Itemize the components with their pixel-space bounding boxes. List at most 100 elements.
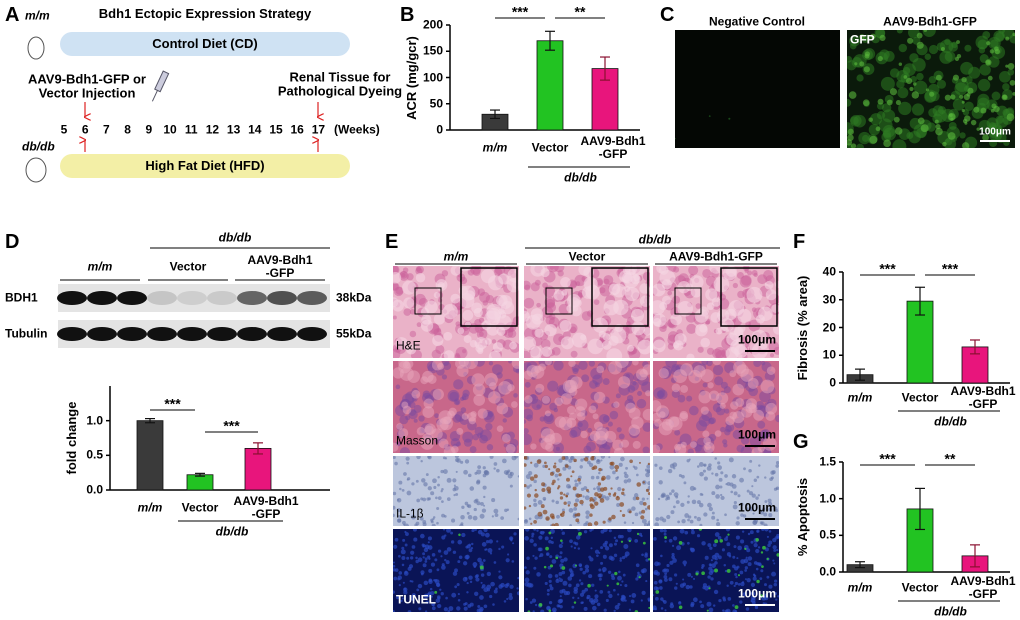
tissue-spot xyxy=(605,496,610,501)
tissue-spot xyxy=(421,433,434,445)
panel-label: F xyxy=(793,231,806,253)
error-bar xyxy=(195,472,205,477)
tissue-spot xyxy=(422,552,426,556)
x-tick-label: AAV9-Bdh1 -GFP xyxy=(580,133,646,161)
tissue-spot xyxy=(961,108,965,113)
inset xyxy=(591,267,649,327)
tissue-spot xyxy=(411,389,421,399)
tissue-spot xyxy=(614,571,618,576)
tissue-spot xyxy=(398,583,401,587)
tissue-spot xyxy=(911,103,925,116)
blot-band xyxy=(57,327,87,341)
tissue-spot xyxy=(462,309,474,321)
tissue-spot xyxy=(533,462,539,468)
tissue-spot xyxy=(524,536,529,541)
tissue-spot xyxy=(403,308,412,316)
tissue-spot xyxy=(473,591,479,597)
tissue-spot xyxy=(613,536,617,540)
tissue-spot xyxy=(554,522,559,526)
tissue-spot xyxy=(1006,113,1015,122)
tissue-spot xyxy=(766,575,770,579)
tissue-spot xyxy=(524,519,529,524)
tissue-spot xyxy=(954,56,960,61)
error-bar xyxy=(970,339,980,355)
tissue-spot xyxy=(573,546,577,550)
tissue-spot xyxy=(639,295,650,307)
tissue-spot xyxy=(554,473,559,478)
tissue-spot xyxy=(745,607,750,611)
tissue-spot xyxy=(430,562,436,567)
tissue-spot xyxy=(859,61,865,67)
tissue-spot xyxy=(441,565,446,570)
tissue-spot xyxy=(541,487,546,493)
tissue-spot xyxy=(700,604,705,609)
tissue-spot xyxy=(495,587,498,591)
tissue-spot xyxy=(455,361,466,369)
tissue-spot xyxy=(621,491,625,495)
tissue-spot xyxy=(524,350,531,358)
tissue-spot xyxy=(756,529,760,533)
tissue-spot xyxy=(643,522,649,526)
tissue-spot xyxy=(631,506,636,511)
tissue-spot xyxy=(414,293,426,305)
tissue-spot xyxy=(670,313,683,326)
tissue-spot xyxy=(569,524,572,526)
tissue-spot xyxy=(768,540,773,545)
tissue-spot xyxy=(398,554,401,558)
tissue-spot xyxy=(409,309,416,315)
tissue-spot xyxy=(496,326,506,336)
tissue-spot xyxy=(416,427,426,436)
tissue-spot xyxy=(423,482,428,487)
tissue-spot xyxy=(423,398,434,409)
lane-label: Vector xyxy=(169,259,207,274)
y-tick-label: 150 xyxy=(422,43,443,58)
tissue-spot xyxy=(508,361,513,364)
tissue-spot xyxy=(659,302,668,311)
tissue-spot xyxy=(959,94,964,99)
row-label: H&E xyxy=(396,338,421,353)
tissue-spot xyxy=(660,597,664,601)
tissue-spot xyxy=(545,516,550,521)
tissue-spot xyxy=(717,465,722,471)
tissue-spot xyxy=(552,464,557,469)
column-label: m/m xyxy=(443,249,469,264)
tissue-spot xyxy=(607,590,611,594)
tissue-spot xyxy=(645,488,650,493)
tissue-spot xyxy=(765,411,776,421)
significance-label: *** xyxy=(941,260,959,277)
tissue-spot xyxy=(585,510,590,515)
error-bar xyxy=(855,561,865,569)
tissue-spot xyxy=(427,541,430,544)
tissue-spot xyxy=(659,269,676,286)
tissue-spot xyxy=(592,317,609,333)
tissue-spot xyxy=(571,605,575,609)
tissue-spot xyxy=(455,493,459,496)
tissue-spot xyxy=(752,512,755,515)
tissue-spot xyxy=(749,435,762,448)
tissue-spot xyxy=(409,330,417,338)
tissue-spot xyxy=(631,593,637,598)
tissue-spot xyxy=(630,274,641,285)
tissue-spot xyxy=(511,560,515,563)
tissue-spot xyxy=(636,398,647,409)
tissue-spot xyxy=(731,474,737,479)
tissue-spot xyxy=(913,80,928,95)
tissue-spot xyxy=(699,492,703,496)
tissue-spot xyxy=(498,381,512,395)
tissue-spot xyxy=(641,518,647,524)
tissue-spot xyxy=(399,415,409,425)
tissue-spot xyxy=(745,556,748,559)
tissue-spot xyxy=(434,590,438,594)
tissue-spot xyxy=(462,431,474,443)
tissue-spot xyxy=(702,586,706,590)
row-label: IL-1β xyxy=(396,506,424,521)
tissue-spot xyxy=(549,266,555,270)
tissue-spot xyxy=(559,589,564,594)
tissue-spot xyxy=(503,600,507,603)
tissue-spot xyxy=(491,498,496,503)
tissue-spot xyxy=(961,100,965,104)
tissue-spot xyxy=(608,529,612,533)
tissue-spot xyxy=(726,568,731,573)
tissue-spot xyxy=(434,413,439,419)
tissue-spot xyxy=(847,139,853,146)
